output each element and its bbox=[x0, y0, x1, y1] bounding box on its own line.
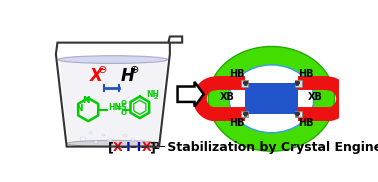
Bar bbox=[295, 80, 302, 86]
Polygon shape bbox=[178, 82, 204, 106]
Ellipse shape bbox=[139, 140, 142, 142]
Text: HN: HN bbox=[108, 103, 121, 112]
Text: [: [ bbox=[108, 141, 114, 154]
Ellipse shape bbox=[58, 56, 167, 63]
Text: H: H bbox=[121, 67, 135, 85]
Text: 2: 2 bbox=[154, 95, 158, 100]
Text: 2−: 2− bbox=[153, 142, 166, 151]
Text: HB: HB bbox=[298, 69, 314, 79]
Text: ]: ] bbox=[149, 141, 155, 154]
Text: X: X bbox=[141, 141, 151, 154]
Text: N: N bbox=[82, 96, 90, 105]
Bar bbox=[242, 80, 248, 86]
Ellipse shape bbox=[102, 134, 105, 136]
Text: HB: HB bbox=[298, 118, 314, 128]
Text: Stabilization by Crystal Engineering: Stabilization by Crystal Engineering bbox=[163, 141, 378, 154]
Bar bbox=[245, 83, 299, 114]
Text: HB: HB bbox=[229, 118, 245, 128]
Text: X: X bbox=[113, 141, 122, 154]
Text: =S: =S bbox=[115, 103, 127, 112]
Ellipse shape bbox=[67, 141, 159, 147]
Text: XB: XB bbox=[220, 92, 235, 102]
Ellipse shape bbox=[94, 141, 98, 143]
Text: HB: HB bbox=[229, 69, 245, 79]
Ellipse shape bbox=[89, 132, 92, 134]
Ellipse shape bbox=[107, 139, 112, 142]
Ellipse shape bbox=[229, 65, 314, 133]
Polygon shape bbox=[59, 60, 167, 143]
Ellipse shape bbox=[80, 137, 85, 141]
Ellipse shape bbox=[124, 135, 127, 137]
Text: X: X bbox=[90, 67, 102, 85]
Text: XB: XB bbox=[308, 92, 323, 102]
Ellipse shape bbox=[120, 142, 123, 144]
Ellipse shape bbox=[131, 138, 135, 141]
Bar bbox=[295, 111, 302, 117]
Text: ⊕: ⊕ bbox=[130, 65, 139, 75]
Text: O: O bbox=[121, 100, 127, 106]
Text: NH: NH bbox=[146, 90, 159, 100]
Text: O: O bbox=[121, 110, 127, 116]
Text: ⊖: ⊖ bbox=[98, 65, 108, 75]
Bar bbox=[242, 111, 248, 117]
Text: –I–I–: –I–I– bbox=[120, 141, 147, 154]
Text: N: N bbox=[75, 104, 83, 113]
Ellipse shape bbox=[208, 46, 335, 151]
